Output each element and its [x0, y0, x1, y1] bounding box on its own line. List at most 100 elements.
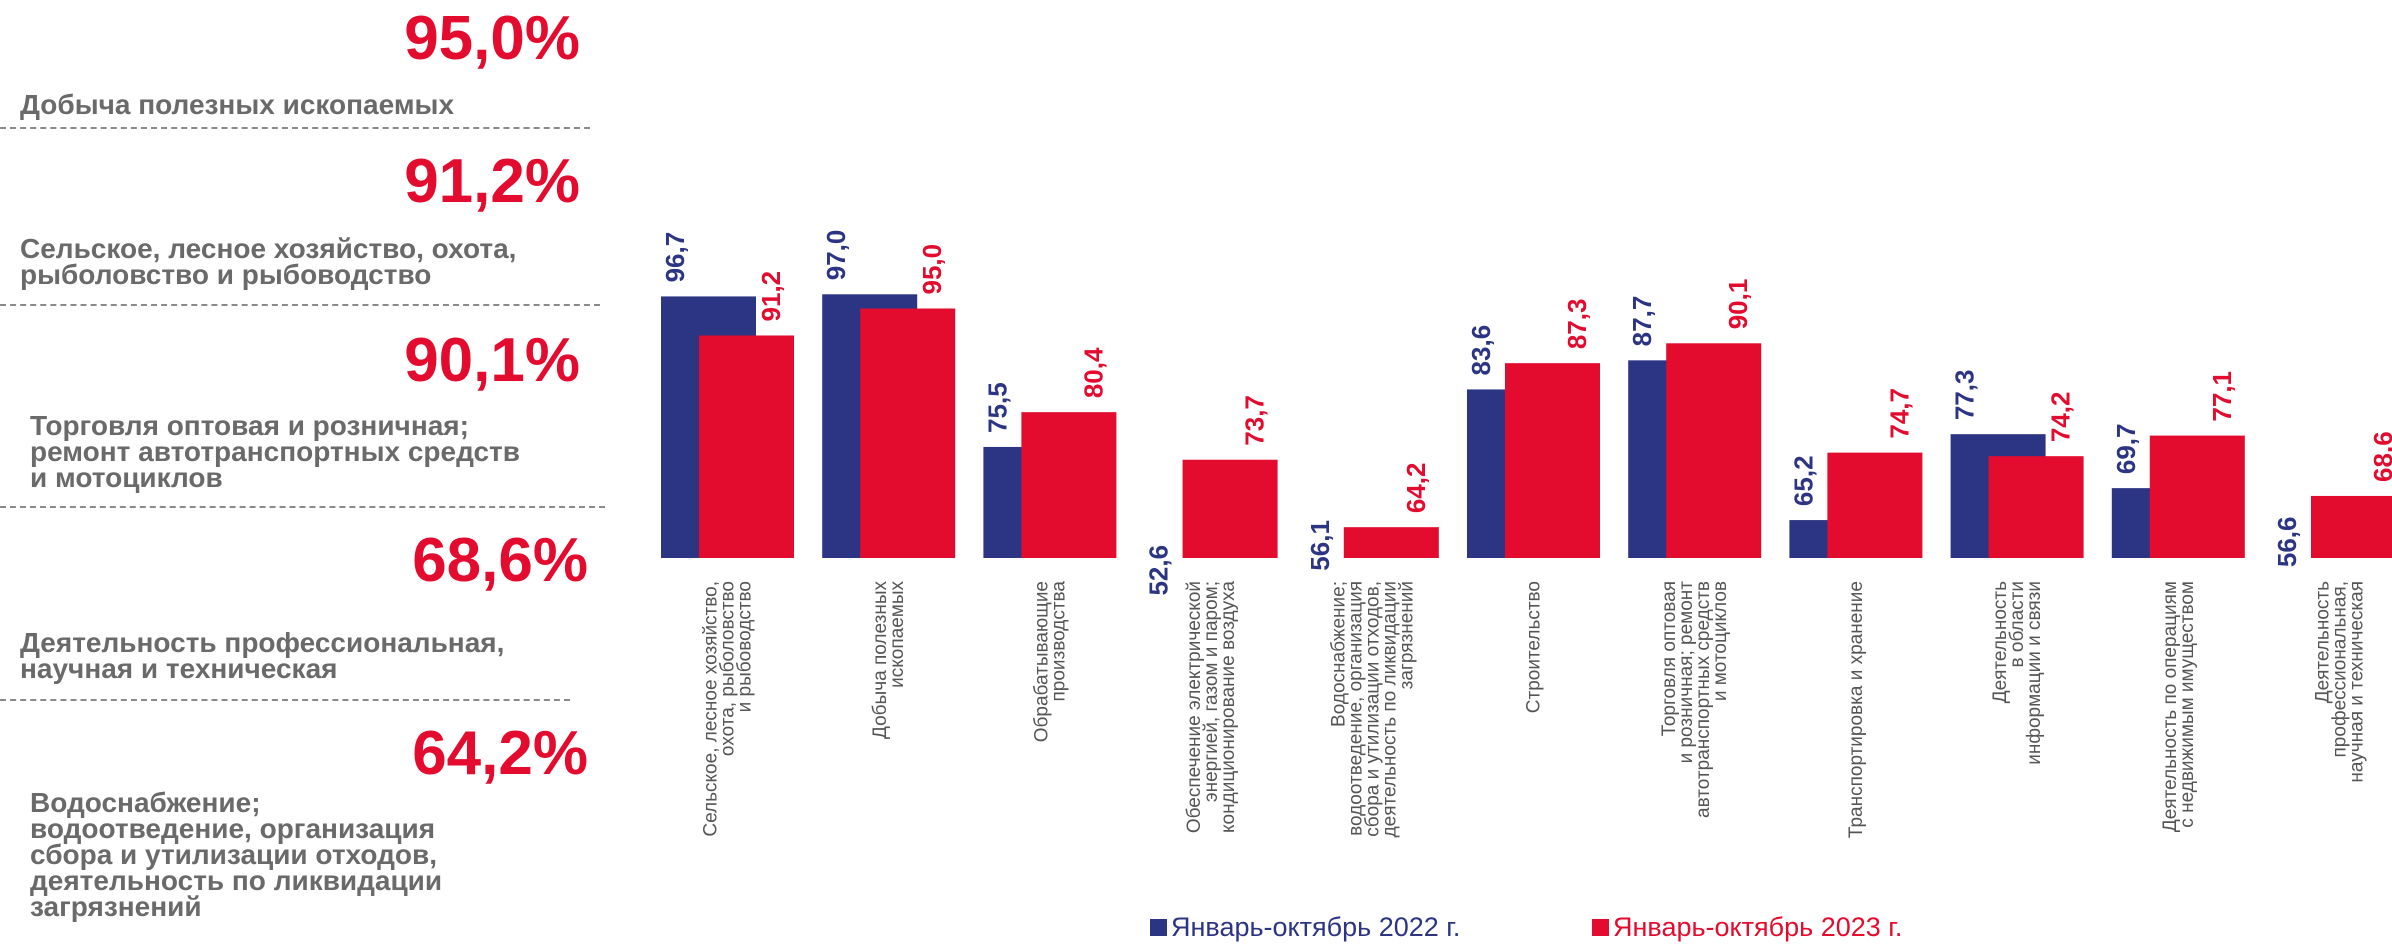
value-label-2022: 69,7 — [2111, 424, 2141, 475]
bar-2023 — [1666, 343, 1762, 558]
bar-2023 — [2311, 495, 2392, 558]
value-label-2022: 83,6 — [1466, 325, 1496, 376]
category-group: 56,1 64,2 Водоснабжение;водоотведение, орг… — [1305, 463, 1439, 837]
bar-2023 — [1827, 452, 1923, 558]
stat-value: 64,2% — [412, 719, 588, 788]
divider — [0, 506, 605, 508]
value-label-2022: 77,3 — [1950, 370, 1980, 421]
value-label-2022: 65,2 — [1788, 455, 1818, 506]
category-label-line: Водоснабжение; — [1328, 581, 1349, 727]
value-label-2022: 96,7 — [660, 232, 690, 283]
left-panel: 95,0% Добыча полезных ископаемых 91,2% С… — [0, 0, 610, 947]
category-label-line: охота, рыболовство — [718, 581, 739, 756]
category-label-line: Деятельность — [2313, 581, 2334, 703]
bar-2023 — [1021, 412, 1117, 558]
divider — [0, 127, 590, 129]
value-label-2023: 91,2 — [756, 271, 786, 322]
category-label: Сельское, лесное хозяйство,охота, рыболо… — [701, 581, 756, 837]
category-label-line: Торговля оптовая — [1659, 581, 1680, 736]
stat-label-line: Деятельность профессиональная, — [20, 627, 505, 658]
stat-label-line: деятельность по ликвидации — [30, 865, 443, 896]
value-label-2023: 74,2 — [2046, 392, 2076, 443]
category-group: 96,7 91,2 Сельское, лесное хозяйство,охота… — [660, 232, 794, 837]
category-group: 56,6 68,6 Деятельностьпрофессиональная,нау… — [2272, 431, 2392, 783]
category-label-line: с недвижимым имуществом — [2177, 581, 2198, 828]
category-label-line: в области — [2007, 581, 2028, 667]
stat-label-line: научная и техническая — [20, 653, 338, 684]
value-label-2023: 73,7 — [1240, 395, 1270, 446]
value-label-2023: 95,0 — [917, 244, 947, 295]
category-label: Строительство — [1524, 581, 1545, 713]
value-label-2022: 75,5 — [982, 382, 1012, 433]
legend-swatch-2023 — [1592, 919, 1609, 936]
category-label-line: энергией, газом и паром; — [1201, 581, 1222, 802]
category-label: Водоснабжение;водоотведение, организация… — [1328, 581, 1417, 837]
category-label-line: информации и связи — [2024, 581, 2045, 765]
category-label-line: Добыча полезных — [870, 581, 891, 739]
bar-2023 — [1505, 363, 1600, 558]
value-label-2022: 56,1 — [1305, 520, 1335, 571]
legend-label-2023: Январь-октябрь 2023 г. — [1613, 912, 1903, 942]
stat-label-line: ремонт автотранспортных средств — [30, 436, 520, 467]
stat-label: Деятельность профессиональная, научная и… — [20, 627, 505, 684]
value-label-2023: 74,7 — [1884, 388, 1914, 439]
category-label-line: научная и техническая — [2347, 581, 2368, 783]
value-label-2023: 68,6 — [2368, 431, 2392, 482]
category-label-line: Обеспечение электрической — [1184, 581, 1205, 833]
category-label-line: Транспортировка и хранение — [1846, 581, 1867, 838]
value-label-2023: 64,2 — [1401, 463, 1431, 514]
stat-value: 95,0% — [404, 4, 580, 73]
legend-label-2022: Январь-октябрь 2022 г. — [1171, 912, 1461, 942]
category-label-line: Строительство — [1524, 581, 1545, 713]
value-label-2022: 56,6 — [2272, 517, 2302, 568]
stat-label: Добыча полезных ископаемых — [20, 89, 455, 120]
bar-2023 — [1182, 459, 1278, 558]
category-label-line: и рыбоводство — [735, 581, 756, 712]
stat-label-line: Добыча полезных ископаемых — [20, 89, 455, 120]
stat-label-line: Сельское, лесное хозяйство, охота, — [20, 233, 517, 264]
divider — [0, 304, 600, 306]
stat-label-line: сбора и утилизации отходов, — [30, 839, 438, 870]
stat-value: 91,2% — [404, 147, 580, 216]
stat-label-line: и мотоциклов — [30, 462, 223, 493]
stat-label: Сельское, лесное хозяйство, охота, рыбол… — [20, 233, 517, 290]
bar-2023 — [860, 308, 956, 558]
category-label-line: деятельность по ликвидации — [1379, 581, 1400, 837]
bar-2023 — [1343, 527, 1439, 558]
bar-2023 — [2149, 435, 2245, 558]
category-label-line: Обрабатывающие — [1031, 581, 1052, 742]
category-group: 52,6 73,7 Обеспечение электрическойэнергие… — [1144, 395, 1278, 833]
stat-value: 90,1% — [404, 326, 580, 395]
stat-label-line: рыболовство и рыбоводство — [20, 259, 432, 290]
stat-label-line: Водоснабжение; — [30, 787, 261, 818]
legend-item-2022: Январь-октябрь 2022 г. — [1150, 912, 1460, 943]
category-label-line: Сельское, лесное хозяйство, — [701, 581, 722, 837]
category-label-line: и мотоциклов — [1710, 581, 1731, 701]
category-label: Транспортировка и хранение — [1846, 581, 1867, 838]
value-label-2023: 87,3 — [1562, 299, 1592, 350]
stat-label-line: загрязнений — [30, 891, 202, 922]
divider — [0, 699, 570, 701]
stat-label-line: водоотведение, организация — [30, 813, 436, 844]
category-label-line: Деятельность — [1990, 581, 2011, 703]
category-label-line: водоотведение, организация — [1345, 581, 1366, 836]
category-label-line: кондиционирование воздуха — [1218, 581, 1239, 833]
category-group: 83,6 87,3 Строительство — [1466, 299, 1600, 713]
legend-item-2023: Январь-октябрь 2023 г. — [1592, 912, 1902, 943]
category-label-line: загрязнений — [1396, 581, 1417, 689]
stat-label: Водоснабжение; водоотведение, организаци… — [30, 787, 443, 922]
value-label-2023: 77,1 — [2207, 371, 2237, 422]
value-label-2022: 52,6 — [1144, 545, 1174, 596]
